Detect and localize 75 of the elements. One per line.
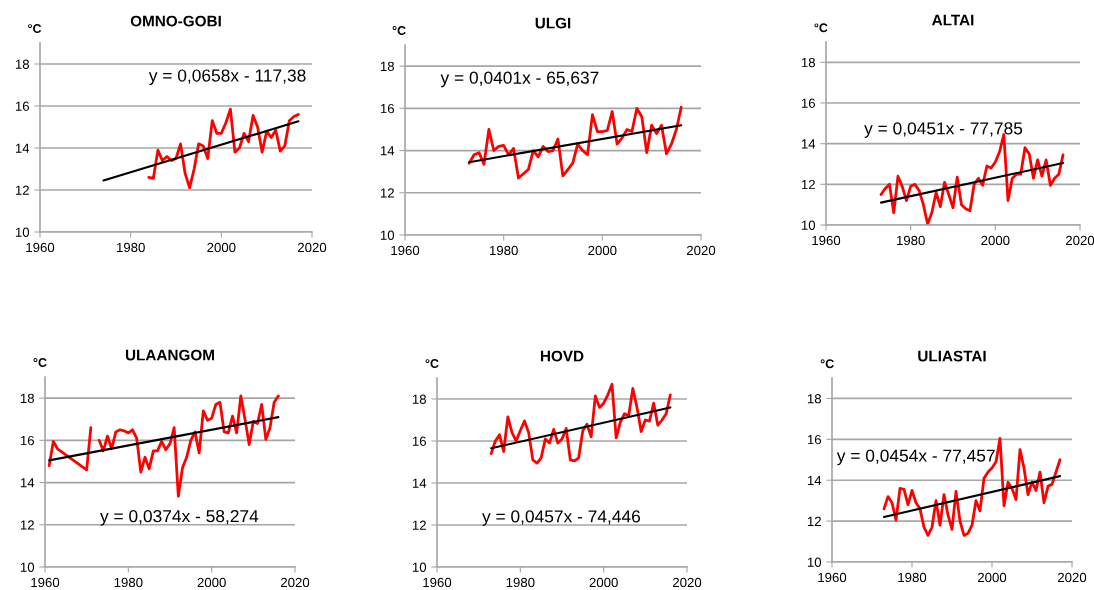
y-tick-label: 12: [15, 185, 29, 195]
x-tick-label: 2020: [1065, 235, 1094, 246]
y-tick-label: 12: [20, 520, 34, 530]
y-tick-label: 16: [380, 103, 394, 114]
y-axis-title: °C: [820, 359, 834, 369]
y-tick-label: 18: [20, 393, 35, 404]
x-tick-label: 1980: [897, 235, 925, 246]
y-axis-title: °C: [425, 359, 439, 368]
annotation: y = 0,0401x - 65,637: [440, 71, 599, 88]
y-tick-label: 12: [380, 188, 394, 198]
x-tick-label: 1980: [506, 577, 535, 588]
y-tick-label: 18: [15, 59, 30, 69]
y-tick-label: 16: [807, 434, 821, 445]
y-tick-label: 12: [807, 516, 821, 526]
y-tick-label: 12: [801, 179, 815, 190]
y-tick-label: 14: [412, 478, 427, 488]
y-tick-label: 16: [20, 435, 34, 446]
y-tick-label: 14: [20, 478, 35, 488]
x-tick-label: 2020: [297, 242, 327, 253]
x-tick-label: 2000: [197, 577, 226, 588]
y-tick-label: 10: [380, 230, 395, 240]
annotation: y = 0,0374x - 58,274: [100, 509, 259, 526]
y-tick-label: 18: [807, 394, 822, 404]
y-axis-title: °C: [392, 26, 406, 35]
annotation: y = 0,0451x - 77,785: [864, 122, 1023, 138]
annotation: y = 0,0457x - 74,446: [482, 510, 641, 526]
y-tick-label: 10: [20, 562, 35, 572]
x-tick-label: 2020: [280, 577, 310, 588]
y-axis-title: °C: [33, 358, 47, 367]
y-tick-label: 10: [412, 562, 427, 572]
x-tick-label: 1980: [898, 572, 927, 583]
y-tick-label: 10: [15, 227, 30, 237]
x-tick-label: 2000: [589, 577, 618, 588]
y-tick-label: 18: [801, 57, 816, 68]
chart-title: HOVD: [540, 350, 584, 362]
y-tick-label: 18: [412, 394, 427, 404]
chart-title: ULIASTAI: [918, 350, 986, 362]
annotation: y = 0,0454x - 77,457: [836, 449, 995, 466]
x-tick-label: 1980: [117, 242, 145, 253]
annotation: y = 0,0658x - 117,38: [148, 69, 306, 86]
x-tick-label: 2020: [686, 245, 716, 256]
y-tick-label: 10: [807, 557, 822, 567]
x-tick-label: 2000: [207, 242, 236, 253]
x-tick-label: 2000: [981, 235, 1010, 246]
y-tick-label: 14: [807, 475, 822, 485]
x-tick-label: 1960: [812, 235, 841, 246]
x-tick-label: 1960: [423, 577, 452, 588]
x-tick-label: 2000: [977, 572, 1007, 583]
x-tick-label: 1960: [26, 242, 55, 253]
y-axis-title: °C: [28, 24, 42, 33]
y-tick-label: 18: [380, 61, 395, 72]
chart-title: OMNO-GOBI: [130, 15, 221, 27]
y-tick-label: 12: [412, 520, 426, 530]
line-series: [467, 105, 683, 180]
y-tick-label: 16: [801, 98, 815, 108]
x-tick-label: 1960: [31, 577, 60, 588]
x-tick-label: 1980: [490, 245, 518, 256]
x-tick-label: 1960: [818, 572, 847, 583]
y-axis-title: °C: [814, 23, 828, 33]
y-tick-label: 16: [412, 436, 426, 446]
line-series: [147, 107, 300, 190]
x-tick-label: 2020: [672, 577, 702, 588]
y-tick-label: 14: [15, 143, 30, 153]
x-tick-label: 1960: [391, 245, 420, 256]
x-tick-label: 2000: [588, 245, 617, 256]
y-tick-label: 10: [801, 220, 816, 230]
chart-title: ULAANGOM: [125, 349, 214, 361]
y-tick-label: 14: [801, 139, 816, 149]
chart-title: ULGI: [535, 17, 571, 29]
line-series: [489, 382, 672, 465]
x-tick-label: 2020: [1057, 572, 1087, 583]
y-tick-label: 16: [15, 101, 29, 111]
y-tick-label: 14: [380, 146, 395, 156]
chart-title: ALTAI: [932, 14, 974, 26]
x-tick-label: 1980: [114, 577, 143, 588]
